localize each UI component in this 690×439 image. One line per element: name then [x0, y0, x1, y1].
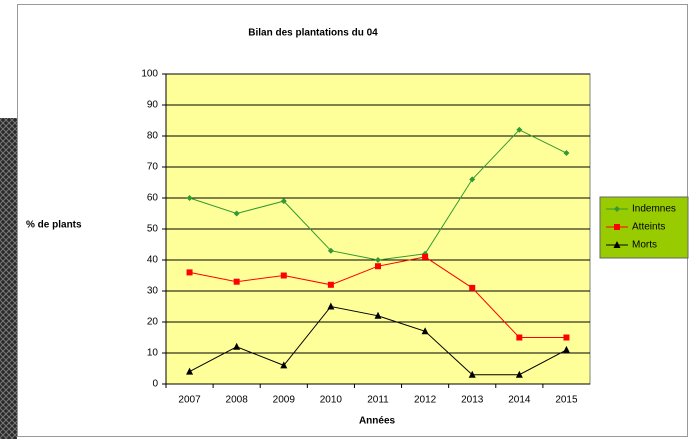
x-tick-label: 2010	[320, 395, 343, 406]
y-tick-label: 70	[147, 162, 159, 173]
x-tick-label: 2011	[367, 395, 389, 406]
y-tick-label: 50	[147, 224, 159, 235]
x-tick-label: 2015	[555, 395, 578, 406]
marker	[469, 285, 475, 291]
legend-label: Indemnes	[632, 204, 676, 215]
chart-title: Bilan des plantations du 04	[248, 28, 378, 39]
chart: Bilan des plantations du 04 % de plants …	[0, 0, 690, 439]
marker	[187, 269, 193, 275]
y-tick-label: 30	[147, 286, 159, 297]
x-tick-label: 2013	[461, 395, 484, 406]
x-tick-label: 2008	[226, 395, 249, 406]
marker	[328, 282, 334, 288]
x-tick-label: 2007	[178, 395, 201, 406]
legend-label: Atteints	[632, 222, 665, 233]
x-axis-title: Années	[359, 416, 396, 427]
background-photo	[0, 118, 17, 439]
y-tick-label: 10	[147, 348, 159, 359]
x-tick-label: 2012	[414, 395, 437, 406]
y-tick-label: 80	[147, 131, 159, 142]
y-tick-label: 40	[147, 255, 159, 266]
marker	[281, 273, 287, 279]
y-tick-label: 60	[147, 193, 159, 204]
legend-label: Morts	[632, 240, 657, 251]
x-tick-label: 2009	[273, 395, 296, 406]
marker	[563, 335, 569, 341]
x-tick-label: 2014	[508, 395, 531, 406]
y-tick-label: 100	[141, 69, 158, 80]
y-tick-label: 20	[147, 317, 159, 328]
marker	[422, 254, 428, 260]
y-tick-label: 0	[152, 379, 158, 390]
y-tick-label: 90	[147, 100, 159, 111]
marker	[516, 335, 522, 341]
marker	[614, 224, 620, 230]
marker	[234, 279, 240, 285]
y-axis-title: % de plants	[26, 220, 82, 231]
marker	[375, 263, 381, 269]
